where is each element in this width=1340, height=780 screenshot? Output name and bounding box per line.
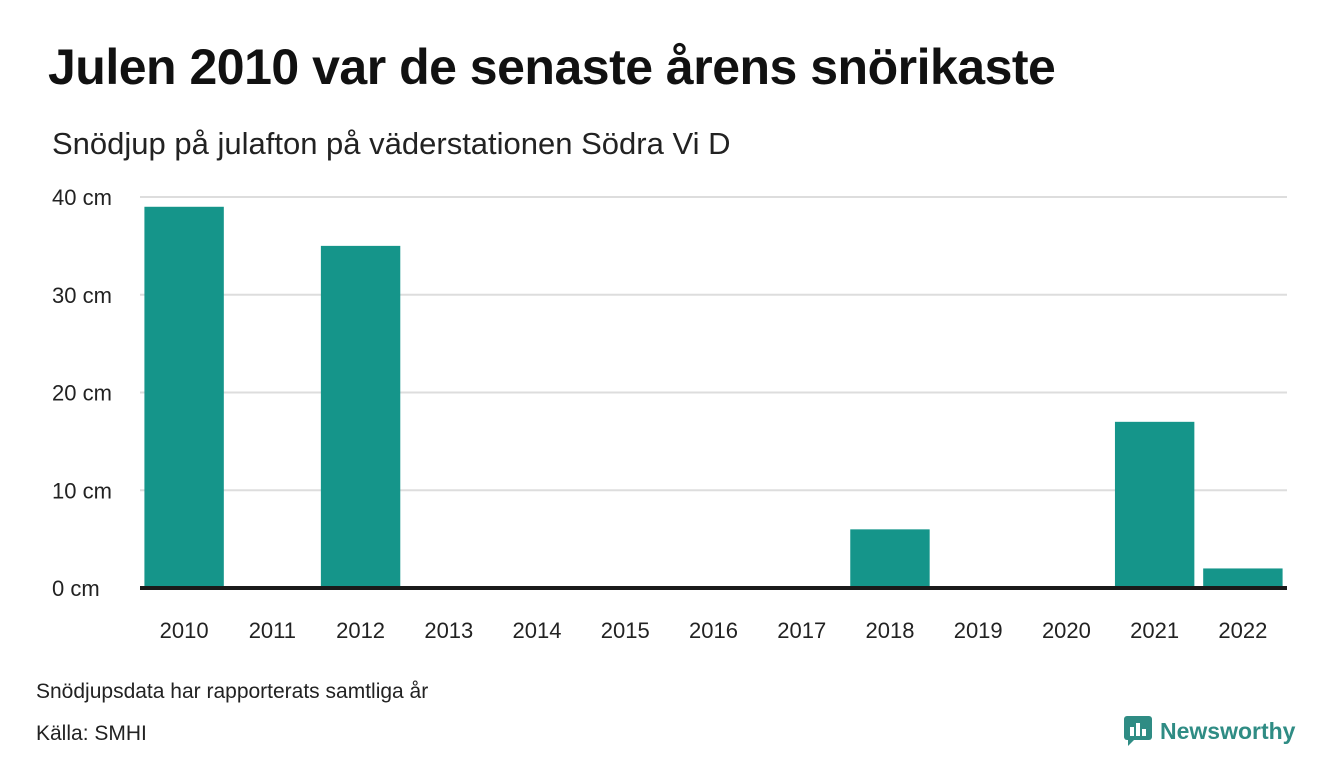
y-tick-label: 20 cm: [52, 381, 112, 406]
brand-logo: Newsworthy: [1124, 716, 1295, 746]
x-tick-label: 2010: [160, 618, 209, 643]
bar-2022: [1203, 568, 1283, 588]
bar-2010: [144, 206, 224, 588]
x-tick-label: 2018: [865, 618, 914, 643]
source-credit: Källa: SMHI: [36, 722, 147, 745]
newsworthy-logo-icon: [1124, 716, 1152, 746]
y-tick-label: 30 cm: [52, 283, 112, 308]
x-tick-label: 2013: [424, 618, 473, 643]
x-tick-label: 2022: [1218, 618, 1267, 643]
chart-subtitle: Snödjup på julafton på väderstationen Sö…: [52, 126, 731, 161]
y-tick-label: 0 cm: [52, 576, 100, 601]
x-tick-label: 2019: [954, 618, 1003, 643]
footnote: Snödjupsdata har rapporterats samtliga å…: [36, 680, 429, 703]
y-axis-ticks: 0 cm 10 cm 20 cm 30 cm 40 cm: [52, 185, 112, 601]
brand-name: Newsworthy: [1160, 717, 1296, 744]
chart-title: Julen 2010 var de senaste årens snörikas…: [48, 39, 1056, 95]
bar-2018: [850, 529, 930, 588]
bar-2012: [320, 245, 401, 588]
x-tick-label: 2017: [777, 618, 826, 643]
x-tick-label: 2015: [601, 618, 650, 643]
x-tick-label: 2011: [249, 618, 296, 643]
x-tick-label: 2021: [1130, 618, 1179, 643]
x-tick-label: 2016: [689, 618, 738, 643]
y-tick-label: 10 cm: [52, 478, 112, 503]
x-axis-ticks: 2010 2011 2012 2013 2014 2015 2016 2017 2018 2019…: [160, 618, 1268, 643]
x-tick-label: 2020: [1042, 618, 1091, 643]
bar-2021: [1114, 421, 1195, 588]
bars: [144, 206, 1283, 588]
x-tick-label: 2012: [336, 618, 385, 643]
x-tick-label: 2014: [513, 618, 562, 643]
y-tick-label: 40 cm: [52, 185, 112, 210]
